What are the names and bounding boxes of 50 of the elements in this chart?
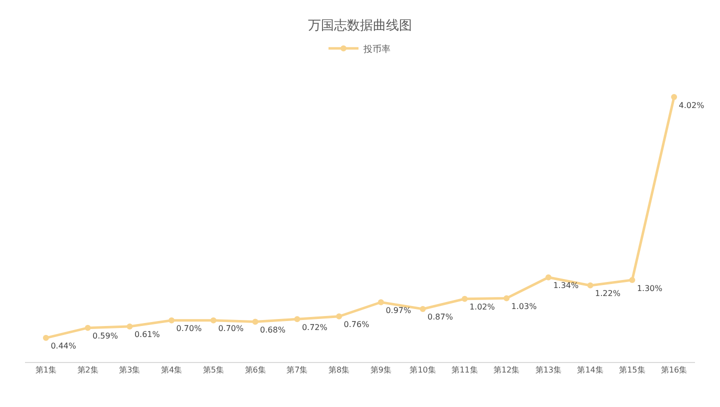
data-label: 0.70% xyxy=(176,324,202,334)
x-tick-label: 第5集 xyxy=(202,366,224,375)
point xyxy=(587,282,594,288)
point xyxy=(378,299,384,306)
x-tick-label: 第1集 xyxy=(35,366,56,375)
data-label: 4.02% xyxy=(678,100,705,110)
data-label: 1.02% xyxy=(469,302,496,312)
data-label: 1.22% xyxy=(595,289,621,298)
x-tick-label: 第3集 xyxy=(119,366,140,375)
x-tick-label: 第13集 xyxy=(535,366,562,375)
data-label: 0.72% xyxy=(302,322,328,332)
x-tick-label: 第8集 xyxy=(328,366,350,375)
point xyxy=(252,318,258,325)
point xyxy=(294,316,300,322)
x-tick-label: 第12集 xyxy=(493,366,520,375)
data-label: 0.97% xyxy=(386,306,412,315)
data-label: 0.61% xyxy=(134,330,160,340)
point xyxy=(545,274,552,280)
point xyxy=(629,277,636,284)
point xyxy=(84,324,91,331)
data-label: 0.70% xyxy=(218,324,244,334)
point xyxy=(671,94,678,100)
point xyxy=(336,313,342,320)
data-label: 1.03% xyxy=(511,302,538,311)
data-label: 0.87% xyxy=(428,312,454,322)
data-label: 0.44% xyxy=(50,342,77,351)
x-tick-label: 第6集 xyxy=(244,366,266,375)
point xyxy=(504,295,510,302)
point xyxy=(168,317,175,324)
x-tick-label: 第4集 xyxy=(161,366,182,375)
data-label: 1.30% xyxy=(636,284,663,293)
x-tick-label: 第10集 xyxy=(410,366,436,375)
point xyxy=(42,334,49,341)
x-tick-label: 第9集 xyxy=(370,366,392,375)
x-tick-label: 第15集 xyxy=(619,366,646,375)
point xyxy=(210,317,216,324)
x-tick-label: 第11集 xyxy=(452,366,478,375)
x-tick-label: 第7集 xyxy=(286,366,308,375)
data-label: 1.34% xyxy=(553,281,580,290)
point xyxy=(126,323,133,330)
chart-title: 万国志数据曲线图 xyxy=(308,18,412,34)
data-label: 0.68% xyxy=(260,326,286,335)
point xyxy=(420,306,426,312)
point xyxy=(462,296,468,302)
data-label: 0.76% xyxy=(344,320,370,330)
legend-label: 投币率 xyxy=(362,44,390,55)
x-tick-label: 第16集 xyxy=(660,366,688,375)
x-tick-label: 第14集 xyxy=(577,366,604,375)
data-label: 0.59% xyxy=(92,332,118,341)
x-tick-label: 第2集 xyxy=(77,366,98,375)
